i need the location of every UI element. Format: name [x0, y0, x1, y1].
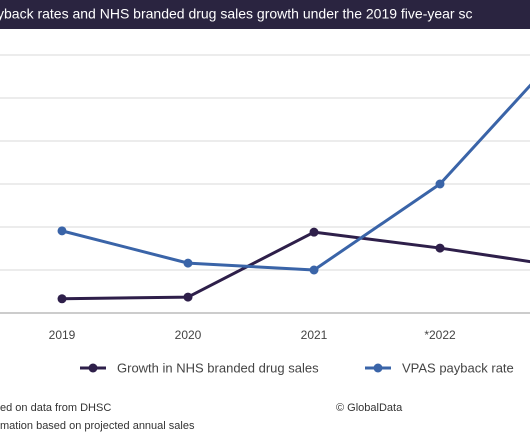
data-point	[183, 292, 193, 302]
source: © GlobalData	[336, 402, 403, 414]
note: ed on data from DHSC	[0, 402, 111, 414]
series-line	[61, 230, 530, 301]
note: mation based on projected annual sales	[0, 420, 195, 432]
x-tick-label: 2020	[175, 328, 202, 342]
legend-label: VPAS payback rate	[402, 360, 514, 375]
data-point	[309, 265, 319, 275]
data-point	[57, 294, 67, 304]
data-point	[435, 243, 445, 253]
legend-marker	[373, 363, 383, 373]
series-line	[61, 83, 530, 272]
data-point	[57, 226, 67, 236]
title-bar	[0, 0, 530, 29]
chart-title: yback rates and NHS branded drug sales g…	[0, 6, 473, 22]
data-point	[309, 227, 319, 237]
data-point	[435, 179, 445, 189]
x-tick-label: *2022	[424, 328, 456, 342]
data-point	[183, 258, 193, 268]
legend-marker	[88, 363, 98, 373]
legend-label: Growth in NHS branded drug sales	[117, 360, 319, 375]
x-tick-label: 2019	[49, 328, 76, 342]
x-tick-label: 2021	[301, 328, 328, 342]
